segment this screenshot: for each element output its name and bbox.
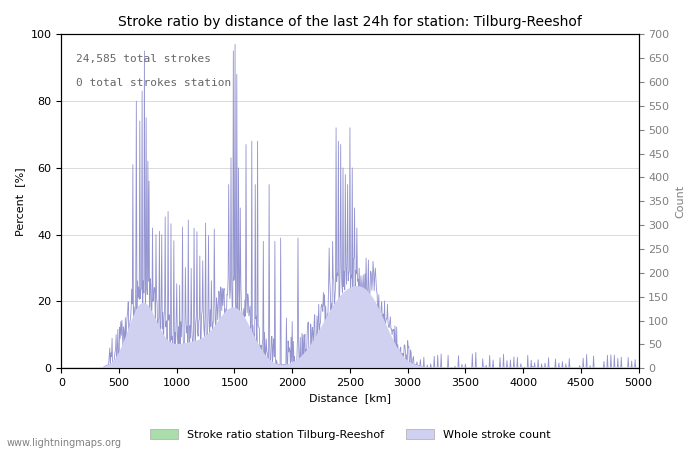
Title: Stroke ratio by distance of the last 24h for station: Tilburg-Reeshof: Stroke ratio by distance of the last 24h… <box>118 15 582 29</box>
Text: www.lightningmaps.org: www.lightningmaps.org <box>7 438 122 448</box>
Y-axis label: Percent  [%]: Percent [%] <box>15 167 25 236</box>
Text: 0 total strokes station: 0 total strokes station <box>76 78 231 88</box>
Legend: Stroke ratio station Tilburg-Reeshof, Whole stroke count: Stroke ratio station Tilburg-Reeshof, Wh… <box>146 425 554 445</box>
Y-axis label: Count: Count <box>675 184 685 218</box>
Text: 24,585 total strokes: 24,585 total strokes <box>76 54 211 64</box>
X-axis label: Distance  [km]: Distance [km] <box>309 393 391 404</box>
